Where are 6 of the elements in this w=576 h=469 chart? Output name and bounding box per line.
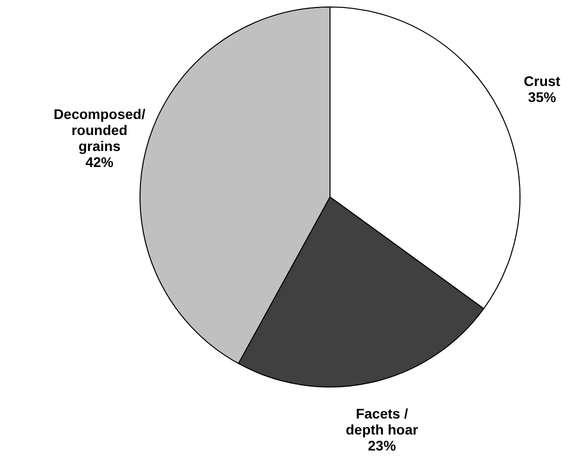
data-label: 23% (368, 437, 396, 454)
slice-label: Facets / depth hoar (346, 405, 419, 438)
data-label: 42% (85, 154, 114, 170)
data-label: 35% (528, 88, 557, 105)
slice-label: Crust (524, 72, 561, 89)
slice-label: Decomposed/ rounded grains (54, 106, 146, 154)
